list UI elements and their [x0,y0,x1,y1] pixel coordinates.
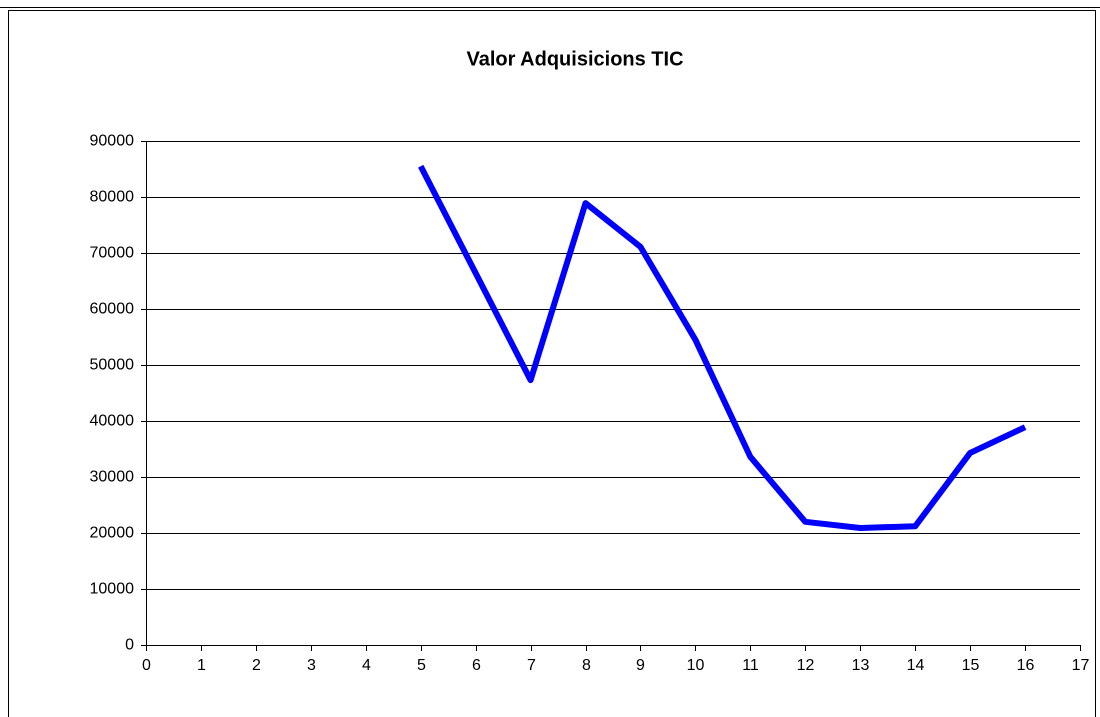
x-tick-label: 14 [907,657,925,674]
x-tick-label: 8 [582,657,591,674]
y-tick-label: 40000 [90,413,135,430]
y-tick-label: 0 [125,637,134,654]
chart-frame [8,10,1096,717]
y-tick-label: 50000 [90,357,135,374]
x-tick-label: 7 [527,657,536,674]
x-tick-label: 6 [472,657,481,674]
x-tick-label: 15 [962,657,980,674]
x-tick-label: 4 [362,657,371,674]
chart-title: Valor Adquisicions TIC [466,48,683,70]
y-tick-label: 10000 [90,581,135,598]
x-tick-label: 3 [307,657,316,674]
x-tick-label: 16 [1017,657,1035,674]
x-tick-label: 12 [797,657,815,674]
x-tick-label: 10 [687,657,705,674]
x-tick-label: 9 [636,657,645,674]
x-tick-label: 17 [1072,657,1090,674]
y-tick-label: 80000 [90,189,135,206]
y-tick-label: 30000 [90,469,135,486]
y-tick-label: 90000 [90,133,135,150]
y-tick-label: 20000 [90,525,135,542]
x-tick-label: 0 [142,657,151,674]
y-tick-label: 70000 [90,245,135,262]
x-tick-label: 11 [742,657,759,674]
x-tick-label: 5 [417,657,426,674]
x-tick-label: 13 [852,657,870,674]
x-tick-label: 2 [252,657,261,674]
x-tick-label: 1 [197,657,206,674]
y-tick-label: 60000 [90,301,135,318]
data-line [418,164,1027,531]
